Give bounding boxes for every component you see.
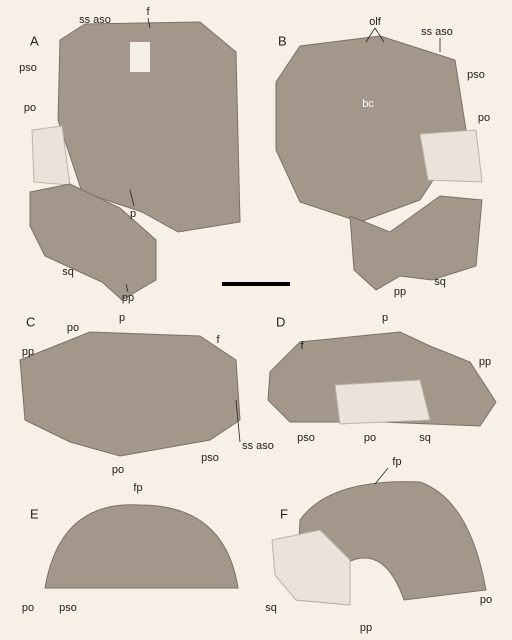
anatomy-label: pp — [479, 356, 491, 368]
anatomy-label: p — [130, 208, 136, 220]
anatomy-label: po — [67, 322, 79, 334]
specimen — [271, 529, 351, 606]
specimen — [57, 21, 241, 233]
anatomy-label: p — [119, 312, 125, 324]
anatomy-label: pso — [59, 602, 77, 614]
anatomy-label: pso — [19, 62, 37, 74]
anatomy-label: po — [364, 432, 376, 444]
scale-bar — [222, 282, 290, 286]
anatomy-label: p — [382, 312, 388, 324]
panel-letter: F — [280, 506, 288, 521]
specimen — [19, 331, 241, 457]
anatomy-label: ss aso — [242, 440, 274, 452]
anatomy-label: po — [112, 464, 124, 476]
anatomy-label: olf — [369, 16, 382, 28]
specimen — [267, 331, 497, 427]
anatomy-label: f — [216, 334, 220, 346]
anatomy-label: pp — [22, 346, 34, 358]
panel-letter: D — [276, 314, 285, 329]
anatomy-label: sq — [265, 602, 277, 614]
panel-letter: A — [30, 33, 39, 48]
anatomy-label: fp — [133, 482, 142, 494]
specimen — [419, 129, 483, 183]
leader-lines — [125, 17, 441, 485]
anatomy-label: f — [300, 340, 304, 352]
anatomy-label: f — [146, 6, 150, 18]
panel-letter: B — [278, 33, 287, 48]
anatomy-label: sq — [419, 432, 431, 444]
specimen — [334, 379, 431, 425]
anatomy-label: pso — [201, 452, 219, 464]
panel-letter: E — [30, 506, 39, 521]
anatomy-label: pp — [122, 292, 134, 304]
anatomy-label: po — [22, 602, 34, 614]
anatomy-label: po — [478, 112, 490, 124]
anatomy-label: sq — [434, 276, 446, 288]
anatomy-label: pso — [297, 432, 315, 444]
specimen-tag — [130, 42, 150, 72]
anatomy-label: pso — [467, 69, 485, 81]
anatomy-label: ss aso — [421, 26, 453, 38]
anatomy-label: po — [480, 594, 492, 606]
anatomy-label: fp — [392, 456, 401, 468]
specimen — [349, 195, 483, 291]
specimen — [29, 183, 157, 301]
specimen — [44, 504, 239, 589]
anatomy-label: pp — [360, 622, 372, 634]
anatomy-label: po — [24, 102, 36, 114]
anatomy-label: sq — [62, 266, 74, 278]
panel-letter: C — [26, 314, 35, 329]
anatomy-label: pp — [394, 286, 406, 298]
anatomy-label: bc — [362, 98, 374, 110]
anatomy-label: ss aso — [79, 14, 111, 26]
